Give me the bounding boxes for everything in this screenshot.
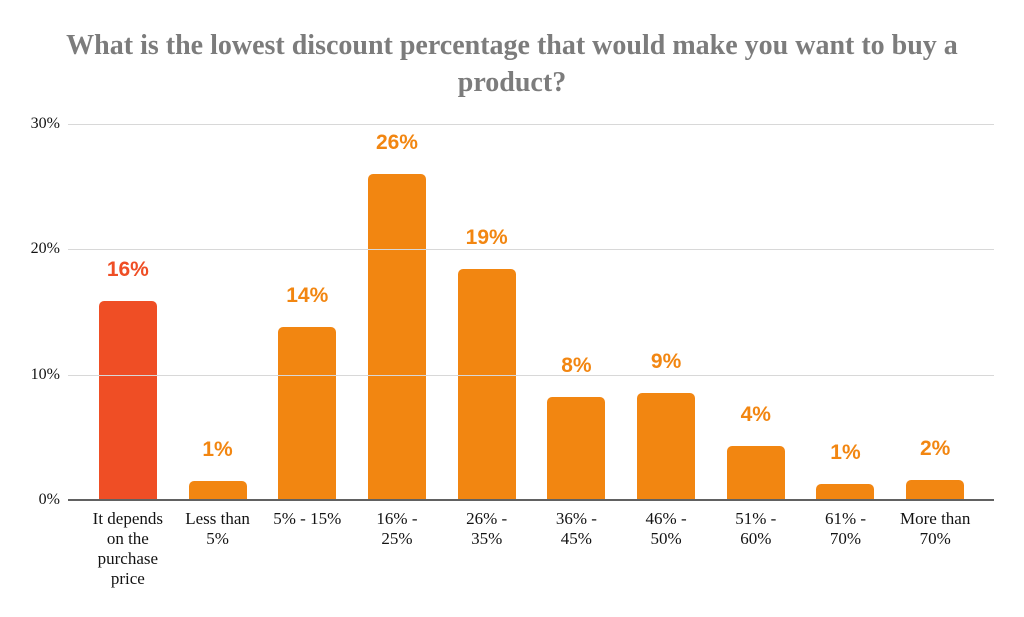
- x-axis-tick-label: 36% - 45%: [555, 509, 597, 548]
- bar-value-label: 2%: [920, 436, 951, 460]
- bar-value-label: 14%: [286, 284, 329, 308]
- x-axis-tick-label: Less than 5%: [185, 509, 250, 548]
- bar-10: [906, 479, 965, 500]
- x-axis-tick-label: It depends on the purchase price: [92, 509, 164, 588]
- chart-title: What is the lowest discount percentage t…: [66, 30, 958, 98]
- bar-value-label: 1%: [202, 438, 233, 462]
- bar-2: [188, 481, 247, 500]
- y-axis-tick-label: 30%: [30, 115, 60, 132]
- x-axis-tick-label: 46% - 50%: [645, 509, 687, 548]
- bar-value-label: 1%: [830, 440, 861, 464]
- x-axis-tick-label: 5% - 15%: [273, 509, 342, 528]
- gridline: [68, 249, 994, 251]
- y-axis-tick-label: 10%: [30, 365, 60, 383]
- bar-8: [726, 446, 785, 500]
- bar-slot: 8% 36% - 45%: [532, 124, 622, 548]
- bar-1: [98, 300, 157, 500]
- y-axis-tick-label: 0%: [38, 491, 60, 508]
- bar-value-label: 26%: [375, 131, 418, 155]
- bar-6: [547, 397, 606, 500]
- bar-value-label: 16%: [106, 257, 149, 281]
- x-axis-line: [68, 499, 994, 501]
- bar-4: [367, 174, 426, 500]
- bar-5: [457, 269, 516, 500]
- bar-slot: 19% 26% - 35%: [442, 124, 532, 548]
- bar-slot: 14% 5% - 15%: [262, 124, 352, 528]
- bar-3: [278, 327, 337, 500]
- bar-slot: 1% 61% - 70%: [801, 124, 891, 548]
- gridline: [68, 374, 994, 376]
- x-axis-tick-label: 61% - 70%: [824, 509, 867, 548]
- x-axis-tick-label: 51% - 60%: [735, 509, 777, 548]
- bar-value-label: 19%: [465, 226, 508, 250]
- bar-slot: 16% It depends on the purchase price: [83, 124, 173, 588]
- bar-9: [816, 483, 875, 500]
- bars-row: 16% It depends on the purchase price 1% Les…: [83, 124, 980, 588]
- x-axis-tick-label: More than 70%: [900, 509, 971, 548]
- y-axis-tick-label: 20%: [30, 240, 60, 258]
- bar-slot: 1% Less than 5%: [173, 124, 263, 548]
- bar-7: [637, 393, 696, 500]
- gridline: [68, 124, 994, 125]
- plot-area: 16% It depends on the purchase price 1% Les…: [68, 124, 994, 588]
- bar-slot: 2% More than 70%: [890, 124, 980, 548]
- bar-slot: 26% 16% - 25%: [352, 124, 442, 548]
- x-axis-tick-label: 26% - 35%: [466, 509, 508, 548]
- bar-slot: 9% 46% - 50%: [621, 124, 711, 548]
- x-axis-tick-label: 16% - 25%: [376, 509, 418, 548]
- bar-value-label: 9%: [650, 350, 682, 374]
- bar-slot: 4% 51% - 60%: [711, 124, 801, 548]
- bar-value-label: 8%: [561, 354, 592, 378]
- bar-value-label: 4%: [740, 403, 771, 427]
